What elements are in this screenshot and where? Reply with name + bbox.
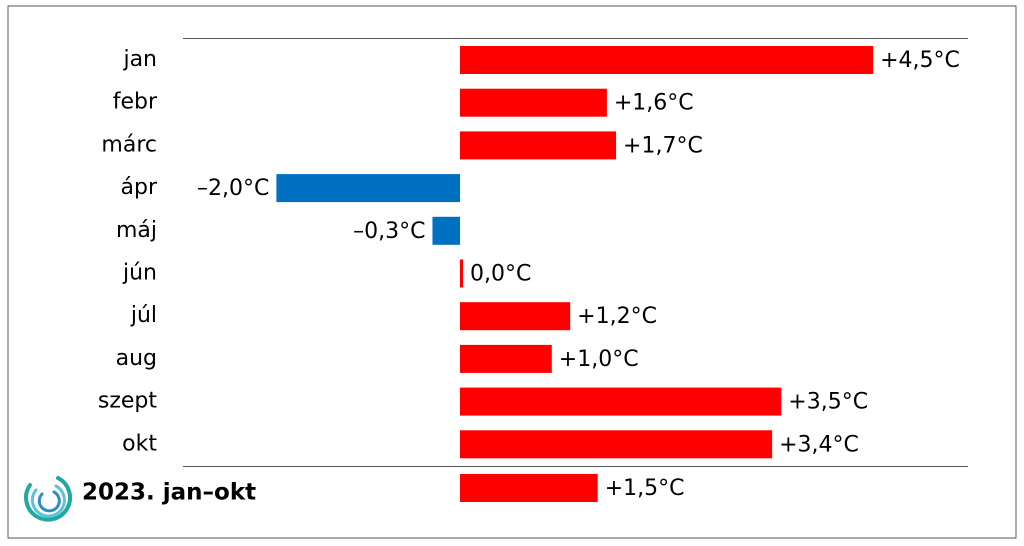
category-label: jan [122,47,157,72]
value-label: –2,0°C [197,176,269,201]
bar [460,387,782,416]
bar [432,216,460,245]
category-label: máj [116,218,157,243]
bar [460,131,617,160]
value-label: –0,3°C [353,219,425,244]
category-label: aug [116,346,157,371]
value-label: +1,6°C [614,91,694,116]
value-label: +1,0°C [559,347,639,372]
category-label: jún [122,261,157,286]
bar [276,174,460,203]
value-label: +3,5°C [788,390,868,415]
value-label: +1,5°C [605,476,685,501]
bar [460,259,463,288]
category-label: ápr [121,175,158,200]
category-label: szept [98,389,158,414]
category-label: okt [122,431,157,456]
summary-label: 2023. jan–okt [82,480,256,506]
value-label: +1,7°C [623,133,703,158]
bar [460,88,607,117]
value-label: +3,4°C [779,432,859,457]
category-label: márc [101,132,157,157]
bar [460,430,773,459]
category-label: júl [130,303,157,328]
bar [460,344,552,373]
logo [24,476,72,522]
value-label: +4,5°C [880,48,960,73]
bar [460,46,874,74]
category-label: febr [113,90,158,115]
bar [460,302,571,331]
value-label: +1,2°C [577,304,657,329]
value-label: 0,0°C [470,262,531,287]
bar [460,474,598,502]
